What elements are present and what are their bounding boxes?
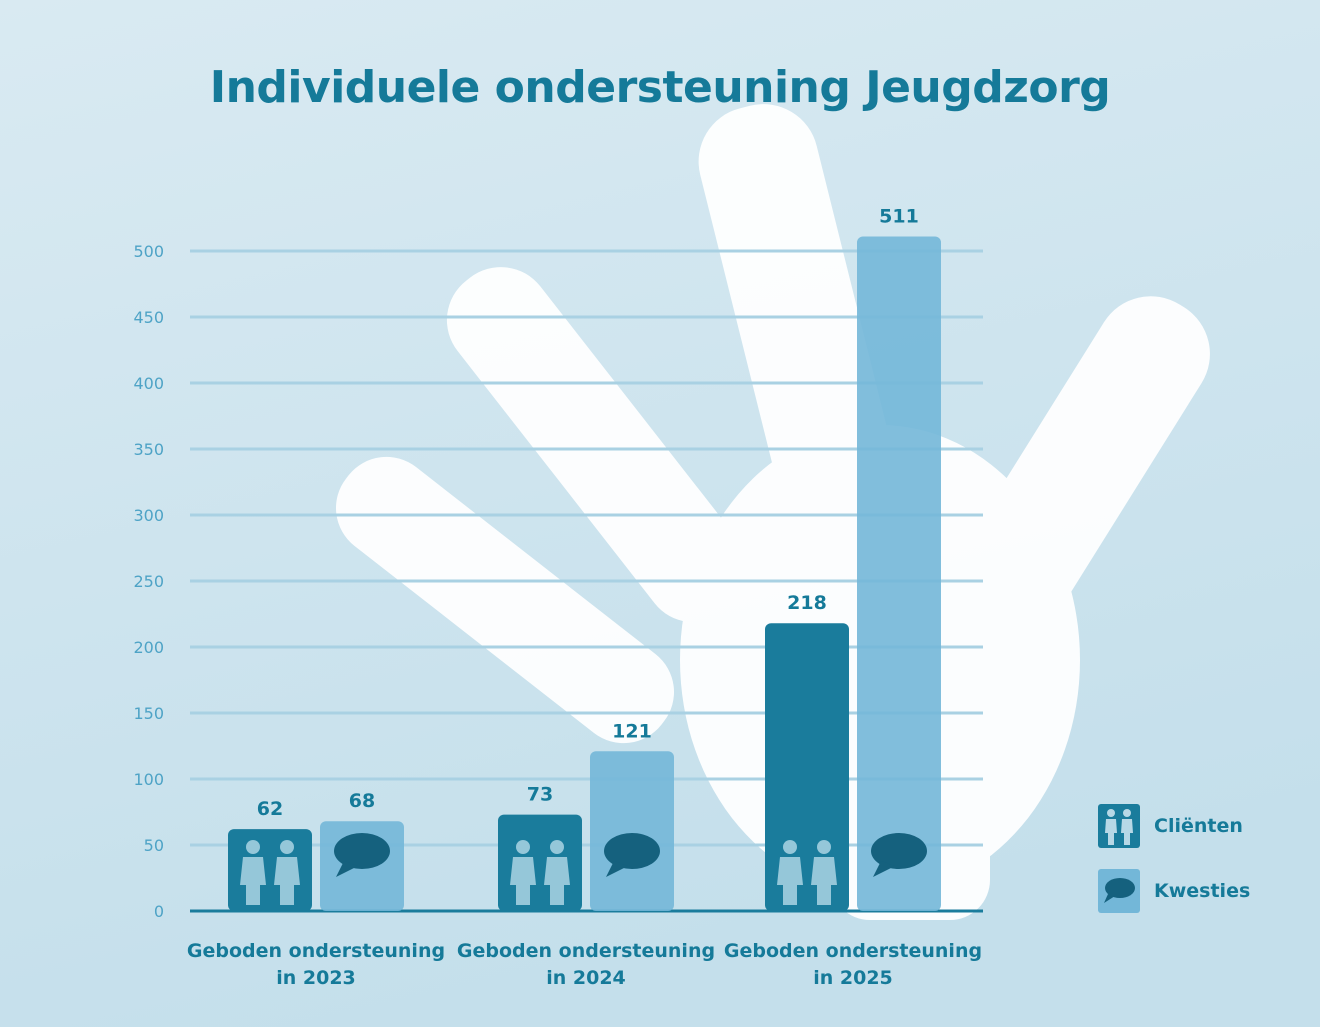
y-tick-label: 350 xyxy=(133,440,164,459)
speech-bubble-icon xyxy=(604,833,660,877)
y-tick-label: 0 xyxy=(154,902,164,921)
bar-clients xyxy=(228,829,312,911)
bar-value-label: 218 xyxy=(787,592,827,614)
x-category-label: Geboden ondersteuning xyxy=(457,940,715,962)
y-tick-label: 450 xyxy=(133,308,164,327)
legend-swatch-issues xyxy=(1098,869,1140,913)
x-category-label: in 2024 xyxy=(546,967,626,989)
legend-item-issues: Kwesties xyxy=(1098,869,1250,913)
bar-value-label: 511 xyxy=(879,205,919,227)
people-icon xyxy=(1105,809,1133,845)
people-icon xyxy=(240,840,300,905)
bar-value-label: 73 xyxy=(527,784,553,806)
bar-issues xyxy=(590,751,674,911)
people-icon xyxy=(510,840,570,905)
x-category-label: Geboden ondersteuning xyxy=(187,940,445,962)
legend-swatch-clients xyxy=(1098,804,1140,848)
bar-value-label: 121 xyxy=(612,720,652,742)
y-tick-label: 300 xyxy=(133,506,164,525)
y-tick-label: 400 xyxy=(133,374,164,393)
y-tick-label: 250 xyxy=(133,572,164,591)
legend-label-clients: Cliënten xyxy=(1154,815,1243,837)
legend-item-clients: Cliënten xyxy=(1098,804,1243,848)
hand-thumb xyxy=(904,296,1210,715)
people-icon xyxy=(777,840,837,905)
y-tick-label: 500 xyxy=(133,242,164,261)
chart-title: Individuele ondersteuning Jeugdzorg xyxy=(209,62,1111,113)
x-category-label: in 2023 xyxy=(276,967,356,989)
bar-value-label: 68 xyxy=(349,790,375,812)
bar-issues xyxy=(857,236,941,912)
bar-clients xyxy=(765,623,849,911)
x-category-label: in 2025 xyxy=(813,967,893,989)
speech-bubble-icon xyxy=(334,833,390,877)
hand-finger xyxy=(446,267,748,623)
hand-finger xyxy=(335,456,675,744)
y-tick-label: 100 xyxy=(133,770,164,789)
bar-value-label: 62 xyxy=(257,798,283,820)
legend-label-issues: Kwesties xyxy=(1154,880,1251,902)
y-tick-label: 150 xyxy=(133,704,164,723)
bar-clients xyxy=(498,814,582,911)
x-category-label: Geboden ondersteuning xyxy=(724,940,982,962)
speech-bubble-icon xyxy=(871,833,927,877)
y-tick-label: 50 xyxy=(144,836,164,855)
speech-bubble-icon xyxy=(1104,878,1135,903)
y-tick-label: 200 xyxy=(133,638,164,657)
